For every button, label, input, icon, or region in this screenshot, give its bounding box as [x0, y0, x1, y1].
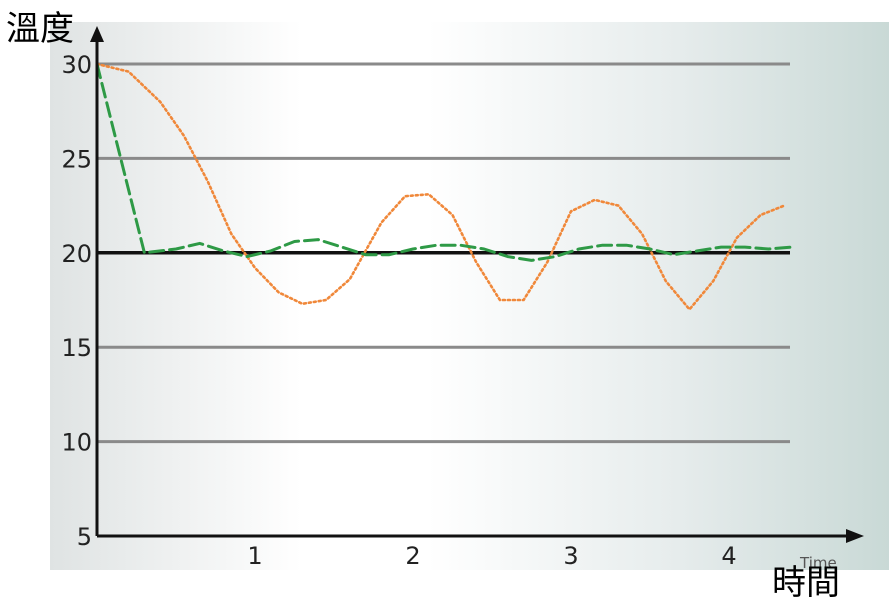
- series-line-2: [95, 62, 794, 262]
- y-tick-label: 5: [77, 523, 92, 551]
- x-tick-label: 3: [563, 542, 578, 570]
- y-axis-label: 溫度: [6, 9, 74, 49]
- x-tick-label: 2: [405, 542, 420, 570]
- x-axis-word: Time: [799, 554, 837, 572]
- x-tick-label: 4: [721, 542, 736, 570]
- x-axis-arrow: [846, 529, 864, 543]
- y-axis-arrow: [90, 26, 104, 42]
- y-tick-label: 15: [61, 334, 92, 362]
- series-group: [95, 62, 794, 311]
- plot-background: [50, 22, 889, 570]
- tick-labels: 30 25 20 15 10 5 1 2 3 4 Time: [61, 51, 836, 572]
- x-tick-label: 1: [247, 542, 262, 570]
- y-tick-label: 10: [61, 429, 92, 457]
- y-tick-label: 25: [61, 145, 92, 173]
- axes-group: [90, 26, 864, 543]
- y-tick-label: 20: [61, 240, 92, 268]
- x-axis-label: 時間: [772, 563, 840, 603]
- series-line-1: [95, 62, 786, 311]
- y-tick-label: 30: [61, 51, 92, 79]
